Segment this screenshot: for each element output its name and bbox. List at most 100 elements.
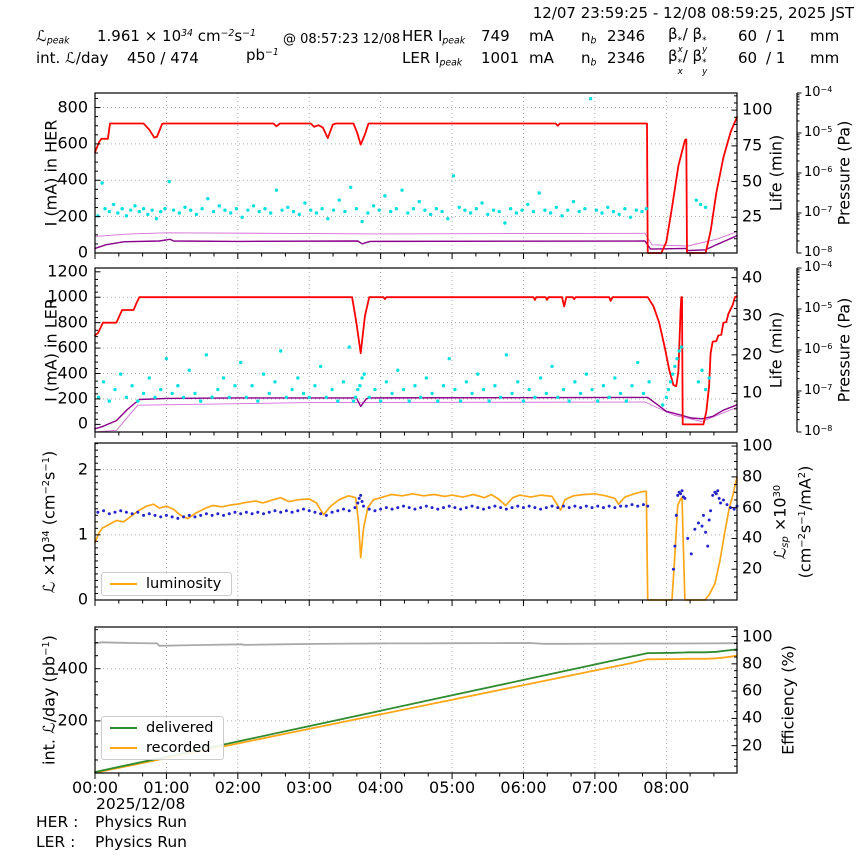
her-lifetime-point [644, 207, 649, 211]
tick-label: 80 [742, 466, 763, 486]
ler-lifetime-point [273, 380, 277, 384]
specific-luminosity-point [222, 513, 226, 517]
specific-luminosity-point [487, 506, 491, 510]
tick-label: 600 [57, 133, 88, 153]
her-lifetime-point [457, 205, 461, 209]
ler-lifetime-point [324, 395, 329, 399]
specific-luminosity-point [573, 504, 577, 508]
specific-luminosity-point [470, 504, 474, 508]
her-lifetime-point [154, 217, 159, 221]
her-lifetime-point [628, 215, 633, 219]
x-tick-label: 07:00 [571, 778, 618, 797]
specific-luminosity-point [732, 507, 736, 511]
specific-luminosity-point [590, 506, 594, 510]
her-lifetime-point [588, 97, 593, 101]
int-lumi-unit: pb−1 [246, 46, 279, 64]
specific-luminosity-point [379, 507, 383, 511]
her-lifetime-point [116, 211, 120, 215]
specific-luminosity-point [567, 506, 571, 510]
her-lifetime-point [107, 209, 111, 214]
specific-luminosity-point [476, 506, 480, 510]
specific-luminosity-point [313, 510, 317, 514]
ler-lifetime-point [373, 387, 377, 392]
x-tick-label: 08:00 [643, 778, 690, 797]
tick-label: 10−8 [804, 244, 833, 261]
ler-lifetime-point [550, 364, 554, 369]
specific-luminosity-point [107, 512, 111, 516]
specific-luminosity-point [419, 506, 423, 510]
tick-label: 400 [57, 363, 88, 383]
her-lifetime-point [474, 207, 479, 211]
specific-luminosity-point [176, 516, 180, 520]
ler-current-plot-pressure-axis-title: Pressure (Pa) [834, 297, 854, 403]
integrated-luminosity-plot-legend: delivered recorded [101, 716, 225, 760]
her-beam-current-line [94, 116, 738, 254]
recorded-line [94, 654, 738, 774]
her-lifetime-point [497, 209, 501, 214]
specific-luminosity-point [717, 496, 721, 500]
ler-lifetime-point [661, 403, 665, 407]
ler-lifetime-point [347, 345, 351, 349]
her-lifetime-point [103, 207, 107, 211]
ler-beta-y: / 1 [766, 49, 786, 67]
luminosity-plot-right-axis-title-2: (cm−2s−1/mA2) [795, 465, 815, 578]
tick-label: 30 [742, 305, 763, 325]
her-beta-unit: mm [810, 27, 840, 45]
her-lifetime-point [326, 217, 330, 221]
ler-lifetime-point [533, 395, 537, 399]
ler-lifetime-point [290, 387, 294, 392]
specific-luminosity-point [296, 509, 300, 513]
ler-lifetime-point [313, 383, 317, 388]
her-nb-label: nb [581, 27, 597, 47]
her-lifetime-point [451, 174, 456, 178]
ler-lifetime-point [301, 391, 306, 396]
ler-lifetime-point [703, 387, 708, 392]
ler-lifetime-point [193, 391, 197, 396]
specific-luminosity-point [696, 521, 700, 525]
ler-lifetime-point [164, 356, 169, 361]
ler-lifetime-point [96, 395, 101, 399]
specific-luminosity-point [164, 513, 168, 517]
her-lifetime-point [377, 208, 381, 212]
specific-luminosity-point [601, 506, 605, 510]
her-lifetime-point [411, 207, 416, 211]
specific-luminosity-point [336, 509, 340, 513]
her-lifetime-point [491, 208, 496, 212]
ler-lifetime-point [664, 395, 669, 399]
specific-luminosity-point [453, 506, 457, 510]
her-pressure-line [94, 234, 738, 252]
specific-luminosity-point [267, 510, 271, 514]
her-lifetime-point [486, 212, 490, 217]
specific-luminosity-point [624, 504, 628, 508]
specific-luminosity-point [704, 530, 708, 534]
specific-luminosity-point [436, 507, 440, 511]
her-lifetime-point [560, 214, 564, 218]
ler-lifetime-point [158, 387, 163, 392]
her-lifetime-point [548, 211, 553, 215]
specific-luminosity-point [210, 513, 214, 517]
her-lifetime-point [297, 212, 301, 217]
ler-lifetime-point [516, 380, 520, 384]
ler-lifetime-point [130, 383, 134, 388]
her-lifetime-point [188, 208, 193, 212]
legend-label: delivered [146, 720, 214, 736]
specific-luminosity-point [686, 536, 690, 540]
specific-luminosity-point [216, 512, 220, 516]
tick-label: 2 [77, 459, 88, 479]
ler-beta-x: 60 [738, 49, 758, 67]
ler-lifetime-point [675, 356, 679, 361]
her-lifetime-point [503, 221, 507, 225]
lpeak-timestamp: @ 08:57:23 12/08 [283, 32, 401, 47]
ler-lifetime-point [677, 349, 681, 353]
her-lifetime-point [543, 208, 547, 212]
her-lifetime-point [348, 185, 353, 189]
specific-luminosity-point [279, 510, 283, 514]
specific-luminosity-point [447, 504, 451, 508]
her-lifetime-point [480, 201, 484, 205]
specific-luminosity-point [273, 509, 277, 513]
specific-luminosity-point [641, 503, 645, 507]
specific-luminosity-point [407, 506, 411, 510]
specific-luminosity-point [499, 506, 503, 510]
her-ipeak-label: HER Ipeak [402, 27, 466, 47]
